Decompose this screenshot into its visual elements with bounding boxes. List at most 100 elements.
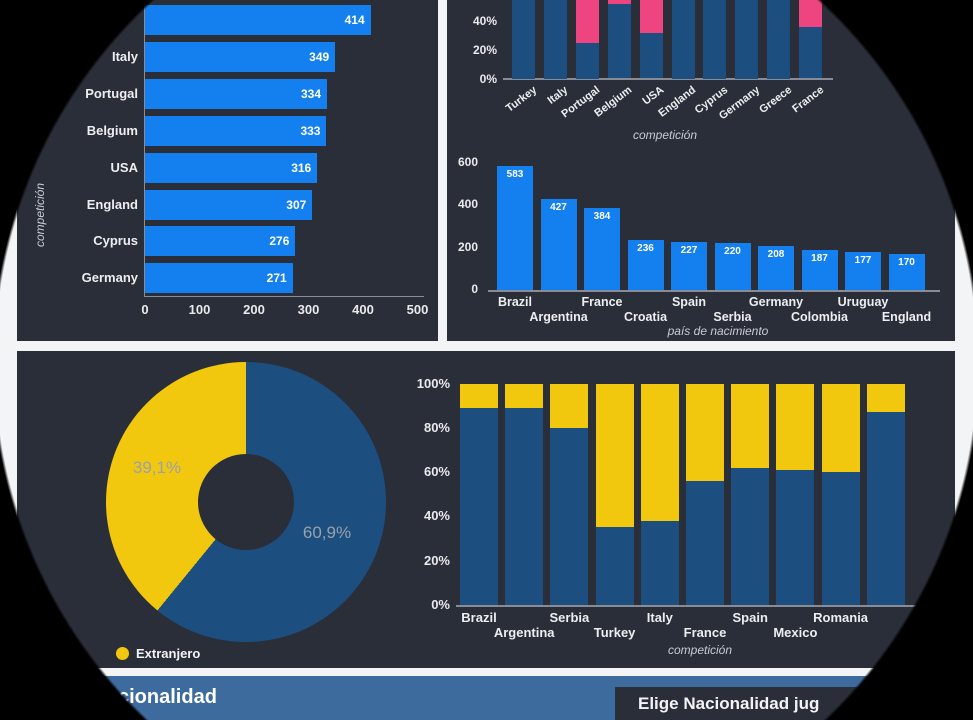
stacked-bar-navy-Mexico[interactable] (776, 469, 815, 605)
stacked-bar-navy-Serbia[interactable] (550, 427, 589, 605)
category-label: Italy (545, 84, 571, 107)
stacked-bar-navy-Spain[interactable] (731, 467, 770, 605)
bar-value-label: 187 (811, 253, 828, 265)
category-label: Serbia (549, 610, 590, 625)
category-label: Argentina (529, 310, 588, 324)
stacked-bar-navy-Turkey[interactable] (595, 527, 634, 605)
stacked-bar-navy-unlabeled[interactable] (866, 412, 905, 605)
category-label: England (86, 196, 138, 212)
x-tick-label: 200 (243, 302, 265, 317)
category-label: USA (110, 159, 138, 175)
category-label: Argentina (493, 625, 555, 640)
y-tick-label: 0 (471, 282, 478, 296)
bar-value-label: 414 (344, 13, 365, 27)
stacked-bar-navy-France[interactable] (799, 26, 823, 79)
y-tick-label: 60% (423, 464, 450, 480)
category-label: Turkey (503, 84, 539, 115)
category-label: France (789, 84, 826, 116)
stacked-bar-yellow-Serbia[interactable] (550, 383, 589, 428)
stacked-bar-navy-Portugal[interactable] (575, 42, 599, 79)
stacked-bar-yellow-Spain[interactable] (731, 383, 770, 468)
bar-value-label: 208 (767, 248, 785, 260)
x-axis-title: competición (632, 128, 698, 142)
y-tick-label: 80% (423, 419, 450, 435)
bar-Brazil[interactable] (497, 166, 533, 290)
stacked-bar-pink-Portugal[interactable] (575, 0, 599, 43)
stacked-bar-yellow-France[interactable] (686, 383, 724, 481)
x-tick-label: 400 (352, 302, 374, 317)
y-tick-label: 20% (472, 43, 497, 57)
bar-value-label: 333 (300, 123, 321, 138)
stacked-bar-navy-Germany[interactable] (735, 0, 759, 79)
category-label: Italy (111, 48, 138, 64)
bar-value-label: 236 (637, 242, 654, 254)
stacked-bar-navy-France[interactable] (686, 480, 724, 605)
y-tick-label: 20% (423, 552, 450, 568)
category-label: Mexico (773, 625, 818, 640)
stacked-bar-navy-Argentina[interactable] (505, 407, 544, 605)
y-tick-label: 40% (472, 14, 497, 28)
y-axis-title: competición (33, 182, 47, 247)
stacked-bar-navy-England[interactable] (671, 0, 695, 79)
bar-value-label: 349 (309, 49, 330, 64)
bar-value-label: 583 (506, 169, 524, 181)
category-label: Germany (81, 270, 138, 286)
stacked-bar-navy-Cyprus[interactable] (703, 0, 727, 79)
category-label: France (581, 295, 623, 309)
category-label: Belgium (86, 122, 138, 138)
page-header-title: cionalidad (118, 686, 217, 708)
stacked-bar-yellow-Romania[interactable] (821, 383, 860, 473)
category-label: Greece (756, 84, 794, 117)
stacked-bar-navy-Turkey[interactable] (512, 0, 535, 79)
stacked-bar-yellow-unlabeled[interactable] (866, 383, 905, 413)
category-label: Cyprus (93, 233, 138, 249)
stacked-bar-pink-France[interactable] (799, 0, 823, 27)
x-axis-line (456, 605, 940, 607)
stacked-bar-navy-Romania[interactable] (821, 472, 860, 605)
category-label: Germany (748, 295, 804, 309)
stacked-bar-navy-Belgium[interactable] (607, 3, 631, 79)
category-label: Romania (813, 610, 869, 625)
category-label: Colombia (791, 310, 848, 324)
bar-value-label: 384 (593, 211, 611, 223)
category-label: Turkey (593, 625, 636, 640)
category-label: Brazil (497, 295, 533, 309)
stacked-bar-navy-Brazil[interactable] (460, 407, 498, 605)
category-label: Uruguay (837, 295, 889, 309)
stacked-bar-navy-Greece[interactable] (767, 0, 791, 79)
x-axis-line (488, 290, 940, 292)
category-label: France (683, 625, 727, 640)
stacked-bar-navy-Italy[interactable] (543, 0, 567, 79)
stacked-bar-yellow-Mexico[interactable] (776, 383, 815, 470)
y-tick-label: 600 (457, 154, 478, 169)
y-tick-label: 400 (457, 197, 478, 211)
stacked-bar-navy-Italy[interactable] (640, 520, 679, 605)
x-tick-label: 100 (188, 302, 211, 317)
x-axis-title: competición (667, 643, 733, 657)
y-tick-label: 40% (423, 508, 450, 524)
legend-item-extranjero[interactable]: Extranjero (116, 646, 200, 661)
stacked-bar-yellow-Brazil[interactable] (460, 383, 498, 408)
bar-value-label: 307 (286, 197, 307, 212)
category-label: Italy (646, 610, 673, 625)
bar-value-label: 227 (680, 244, 698, 256)
stacked-bar-pink-USA[interactable] (639, 0, 663, 33)
donut-hole (198, 454, 294, 550)
category-label: Portugal (85, 85, 138, 101)
stacked-bar-yellow-Italy[interactable] (640, 383, 679, 521)
stacked-bar-yellow-Argentina[interactable] (505, 383, 544, 408)
stacked-bar-yellow-Turkey[interactable] (595, 383, 634, 528)
stacked-bar-pink-Belgium[interactable] (607, 0, 631, 4)
bar-value-label: 276 (269, 234, 290, 249)
category-label: Spain (732, 610, 768, 625)
y-tick-label: 100% (416, 375, 450, 391)
bar-value-label: 177 (854, 255, 872, 267)
x-axis-title: país de nacimiento (667, 324, 769, 338)
nationality-slicer-button[interactable]: Elige Nacionalidad jug (615, 687, 973, 720)
category-label: Spain (671, 295, 707, 309)
stacked-bar-navy-USA[interactable] (639, 32, 663, 79)
nationality-slicer-label: Elige Nacionalidad jug (638, 693, 820, 713)
bar-value-label: 316 (291, 160, 312, 175)
